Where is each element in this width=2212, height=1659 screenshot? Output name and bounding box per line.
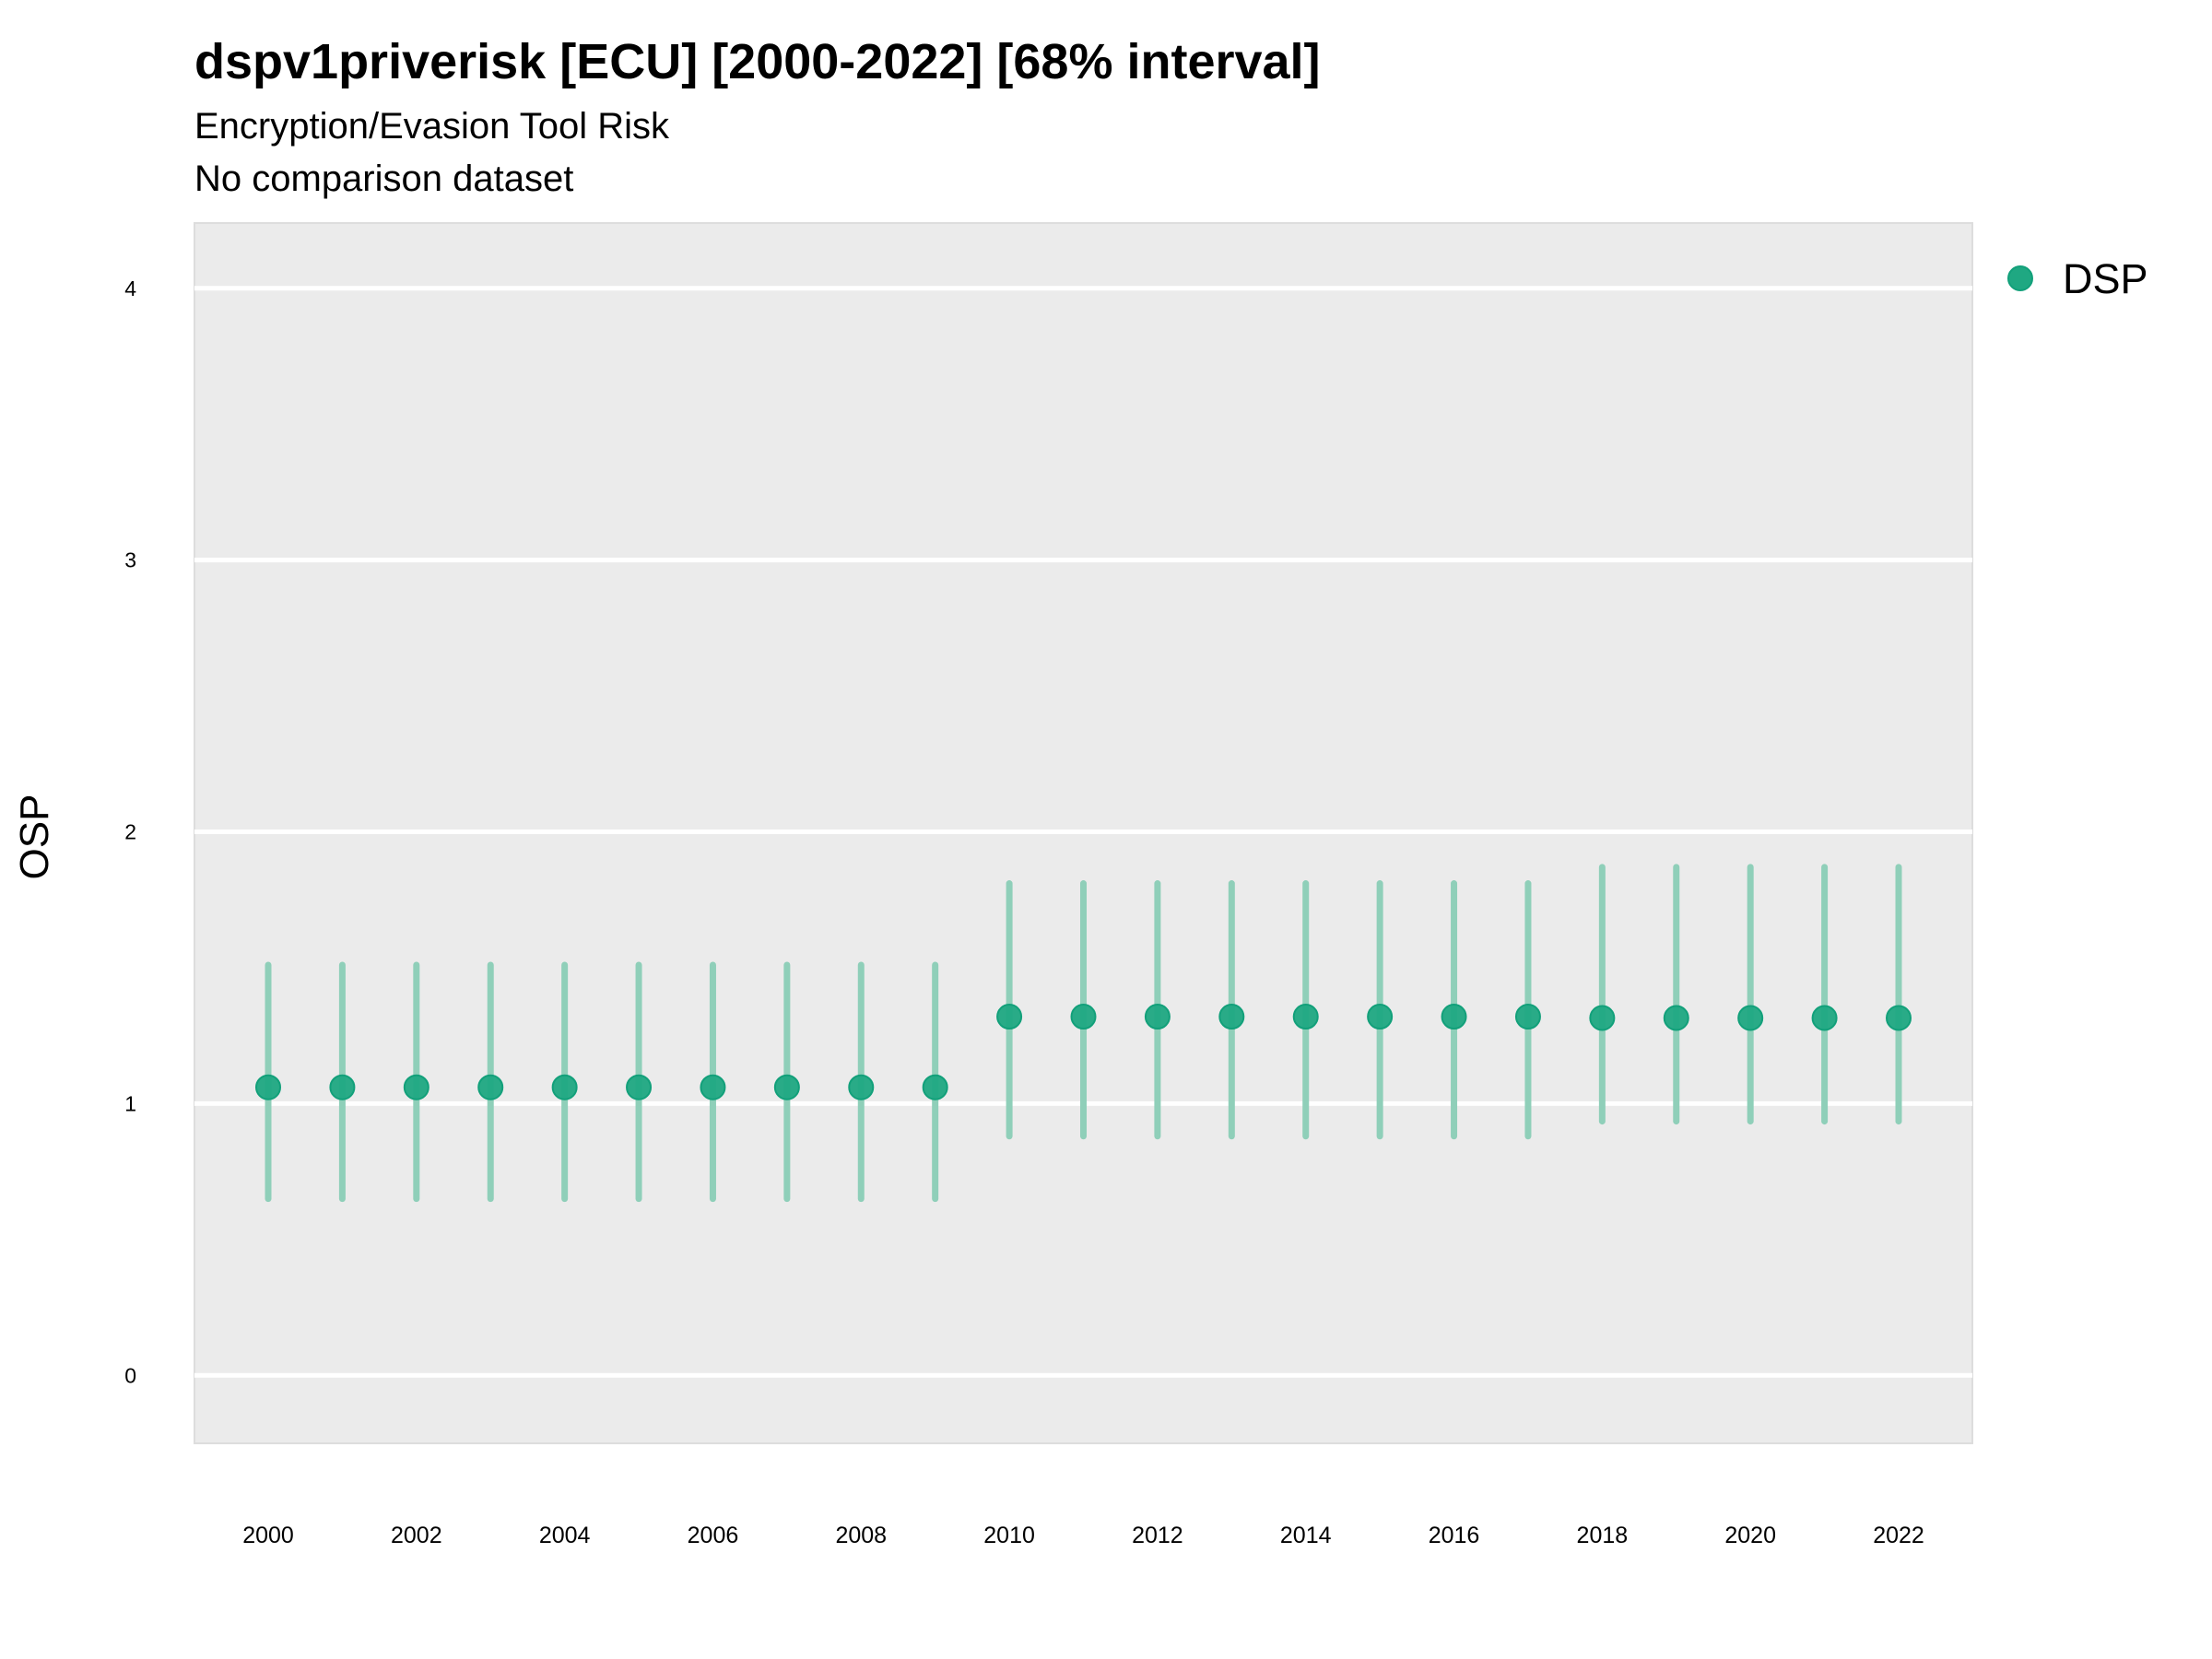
data-point	[477, 1074, 504, 1100]
data-point	[700, 1074, 726, 1100]
legend-key-dsp	[2007, 265, 2033, 291]
data-point	[1663, 1005, 1689, 1031]
x-tick-label: 2004	[539, 1523, 591, 1548]
y-tick-label: 2	[124, 820, 136, 844]
chart-subtitle-2: No comparison dataset	[194, 159, 574, 199]
data-point	[626, 1074, 653, 1100]
x-tick-label: 2022	[1873, 1523, 1924, 1548]
x-tick-label: 2020	[1724, 1523, 1776, 1548]
data-point	[1144, 1004, 1171, 1030]
x-tick-label: 2018	[1577, 1523, 1629, 1548]
y-tick-label: 1	[124, 1091, 136, 1115]
data-point	[922, 1074, 948, 1100]
chart-title: dspv1priverisk [ECU] [2000-2022] [68% in…	[194, 34, 1321, 89]
data-point	[551, 1074, 578, 1100]
data-point	[1367, 1004, 1394, 1030]
data-point	[329, 1074, 356, 1100]
data-point	[1737, 1005, 1764, 1031]
data-point	[996, 1004, 1023, 1030]
x-tick-label: 2000	[242, 1523, 294, 1548]
data-point	[1070, 1004, 1097, 1030]
y-tick-label: 4	[124, 276, 136, 300]
data-point	[773, 1074, 800, 1100]
data-point	[1811, 1005, 1838, 1031]
chart-subtitle: Encryption/Evasion Tool Risk	[194, 106, 670, 147]
x-tick-label: 2002	[391, 1523, 442, 1548]
x-tick-label: 2010	[983, 1523, 1035, 1548]
data-point	[1292, 1004, 1319, 1030]
x-tick-label: 2012	[1132, 1523, 1183, 1548]
y-tick-label: 0	[124, 1363, 136, 1387]
y-tick-label: 3	[124, 548, 136, 572]
data-point	[1514, 1004, 1541, 1030]
x-tick-label: 2008	[835, 1523, 887, 1548]
data-point	[1589, 1005, 1616, 1031]
data-point	[1886, 1005, 1912, 1031]
x-tick-label: 2016	[1429, 1523, 1480, 1548]
data-point	[403, 1074, 429, 1100]
x-tick-label: 2006	[688, 1523, 739, 1548]
data-point	[1441, 1004, 1467, 1030]
legend-label-dsp: DSP	[2063, 255, 2148, 302]
data-point	[255, 1074, 281, 1100]
data-point	[1218, 1004, 1245, 1030]
x-tick-label: 2014	[1280, 1523, 1332, 1548]
data-point	[848, 1074, 875, 1100]
